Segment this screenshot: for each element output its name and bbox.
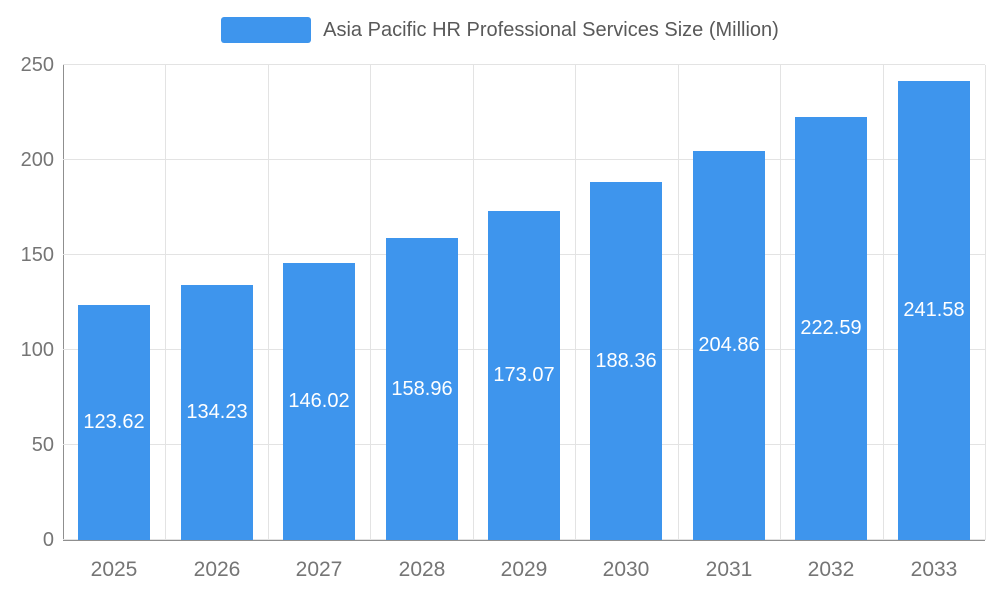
y-axis-line — [63, 65, 64, 541]
gridline-horizontal — [63, 64, 985, 65]
gridline-vertical — [678, 65, 679, 540]
bar[interactable]: 241.58 — [898, 81, 970, 540]
bar[interactable]: 146.02 — [283, 263, 355, 540]
bar[interactable]: 123.62 — [78, 305, 150, 540]
x-tick-label: 2030 — [602, 558, 650, 581]
bar-value-label: 134.23 — [186, 401, 248, 423]
gridline-vertical — [473, 65, 474, 540]
bar[interactable]: 204.86 — [693, 151, 765, 540]
gridline-vertical — [575, 65, 576, 540]
bar-value-label: 146.02 — [288, 390, 350, 412]
x-axis-line — [63, 540, 985, 541]
chart-legend[interactable]: Asia Pacific HR Professional Services Si… — [0, 17, 1000, 43]
x-tick-label: 2028 — [398, 558, 446, 581]
bar-value-label: 204.86 — [698, 334, 760, 356]
x-tick-label: 2029 — [500, 558, 548, 581]
x-tick-label: 2032 — [807, 558, 855, 581]
bar-value-label: 158.96 — [391, 377, 453, 400]
legend-title: Asia Pacific HR Professional Services Si… — [323, 18, 779, 41]
bar[interactable]: 173.07 — [488, 211, 560, 540]
y-tick-label: 250 — [20, 54, 54, 76]
x-tick-label: 2027 — [295, 558, 343, 581]
gridline-vertical — [165, 65, 166, 540]
gridline-vertical — [370, 65, 371, 540]
x-tick-label: 2026 — [193, 558, 241, 581]
legend-swatch[interactable] — [221, 17, 312, 43]
x-tick-label: 2025 — [90, 558, 138, 581]
bar-value-label: 222.59 — [800, 317, 862, 339]
plot-area: 123.62 134.23 146.02 158.96 173.07 188.36 204.… — [63, 64, 986, 540]
y-tick-label: 100 — [20, 339, 54, 361]
x-tick-label: 2033 — [910, 558, 958, 581]
y-tick-label: 200 — [20, 149, 54, 171]
gridline-vertical — [883, 65, 884, 540]
y-tick-label: 150 — [20, 244, 54, 266]
gridline-vertical — [780, 65, 781, 540]
gridline-horizontal — [63, 159, 985, 160]
bar[interactable]: 222.59 — [795, 117, 867, 540]
bar-value-label: 241.58 — [903, 299, 965, 321]
bar-value-label: 123.62 — [83, 411, 145, 433]
gridline-vertical — [268, 65, 269, 540]
bar[interactable]: 188.36 — [590, 182, 662, 540]
bar[interactable]: 158.96 — [386, 238, 458, 540]
bar-value-label: 188.36 — [595, 349, 657, 372]
bar-value-label: 173.07 — [493, 364, 555, 386]
x-tick-label: 2031 — [705, 558, 753, 581]
y-tick-label: 50 — [31, 434, 54, 456]
gridline-vertical — [985, 65, 986, 540]
y-tick-label: 0 — [42, 529, 54, 551]
bar[interactable]: 134.23 — [181, 285, 253, 540]
